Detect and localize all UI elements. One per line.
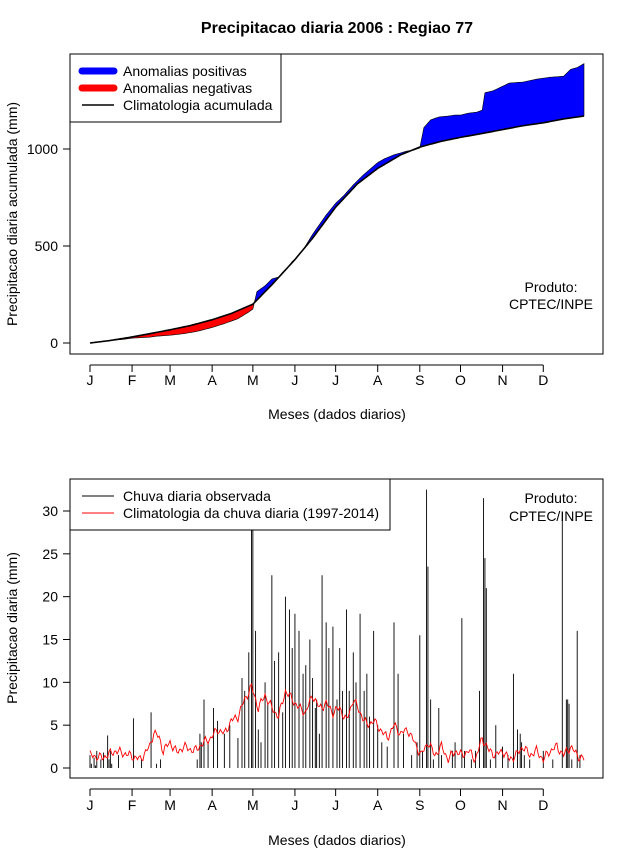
y-axis-top: 0 500 1000 (27, 141, 70, 351)
month-label-bottom: S (415, 797, 424, 813)
climatology-cumulative-line (89, 115, 585, 344)
month-label-top: A (207, 372, 217, 388)
product-label-bottom: Produto: (525, 490, 578, 506)
month-label-bottom: M (164, 797, 176, 813)
month-label-top: M (247, 372, 259, 388)
y-tick-label-bottom: 10 (42, 674, 58, 690)
plot-frame-top (69, 53, 604, 355)
month-label-top: J (332, 372, 339, 388)
negative-anomaly-area (103, 302, 255, 342)
month-label-bottom: D (538, 797, 548, 813)
y-tick-label-top: 500 (35, 238, 59, 254)
legend-label-daily-climatology: Climatologia da chuva diaria (1997-2014) (123, 505, 379, 521)
month-label-top: F (128, 372, 137, 388)
y-tick-label-top: 1000 (27, 141, 58, 157)
y-tick-label-bottom: 5 (50, 717, 58, 733)
y-tick-label-bottom: 20 (42, 589, 58, 605)
cumulative-area-layer (89, 63, 585, 344)
legend-label-positive: Anomalias positivas (123, 63, 247, 79)
legend-box-bottom (69, 478, 391, 531)
legend-bottom: Chuva diaria observada Climatologia da c… (69, 478, 391, 531)
x-axis-label-top: Meses (dados diarios) (268, 406, 406, 422)
product-source-top: CPTEC/INPE (509, 296, 593, 312)
legend-label-climatology: Climatologia acumulada (123, 97, 273, 113)
cumulative-precip-chart: 0 500 1000 J F M A M J J A S O N D Meses (dados diari… (4, 53, 604, 422)
y-tick-label-bottom: 15 (42, 632, 58, 648)
month-label-bottom: A (207, 797, 217, 813)
product-source-bottom: CPTEC/INPE (509, 508, 593, 524)
y-tick-label-top: 0 (50, 335, 58, 351)
month-label-top: A (373, 372, 383, 388)
month-label-top: O (455, 372, 466, 388)
daily-precip-chart: 0 5 10 15 20 25 30 J F M A M J J A S O N D Meses (dados d… (4, 478, 604, 848)
month-label-bottom: J (332, 797, 339, 813)
month-label-bottom: F (128, 797, 137, 813)
month-label-top: J (87, 372, 94, 388)
month-label-top: M (164, 372, 176, 388)
daily-climatology-line (89, 682, 585, 764)
month-label-bottom: O (455, 797, 466, 813)
month-label-bottom: N (498, 797, 508, 813)
y-axis-label-top: Precipitacao diaria acumulada (mm) (4, 102, 20, 326)
month-label-top: S (415, 372, 424, 388)
x-axis-label-bottom: Meses (dados diarios) (268, 832, 406, 848)
daily-bars-layer (89, 489, 581, 768)
month-label-top: J (291, 372, 298, 388)
main-title: Precipitacao diaria 2006 : Regiao 77 (201, 20, 473, 37)
month-label-bottom: M (247, 797, 259, 813)
positive-anomaly-area (302, 150, 412, 251)
y-tick-label-bottom: 25 (42, 546, 58, 562)
product-label-top: Produto: (525, 279, 578, 295)
month-label-bottom: J (291, 797, 298, 813)
legend-top: Anomalias positivas Anomalias negativas … (69, 53, 282, 123)
month-label-top: D (538, 372, 548, 388)
y-axis-bottom: 0 5 10 15 20 25 30 (42, 503, 70, 776)
daily-climatology-layer (89, 682, 585, 764)
legend-label-observed: Chuva diaria observada (123, 488, 271, 504)
y-axis-label-bottom: Precipitacao diaria (mm) (4, 552, 20, 704)
month-label-bottom: A (373, 797, 383, 813)
positive-anomaly-area (419, 63, 585, 149)
legend-label-negative: Anomalias negativas (123, 80, 252, 96)
y-tick-label-bottom: 30 (42, 503, 58, 519)
month-label-top: N (498, 372, 508, 388)
y-tick-label-bottom: 0 (50, 760, 58, 776)
month-label-bottom: J (87, 797, 94, 813)
